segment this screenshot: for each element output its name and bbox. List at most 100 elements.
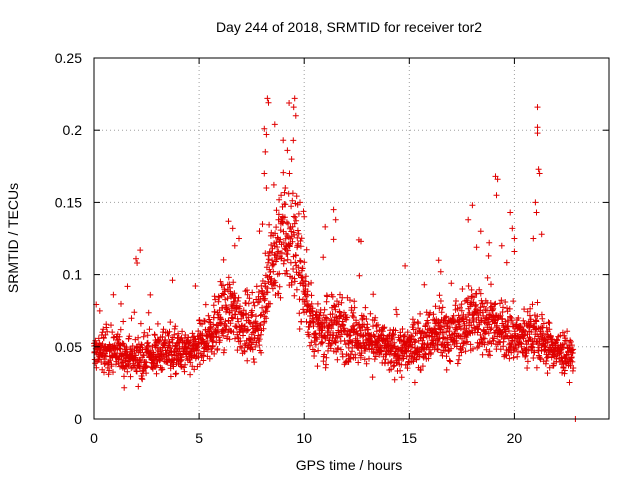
data-point xyxy=(451,330,458,337)
data-point xyxy=(142,364,149,371)
data-point xyxy=(381,324,388,331)
data-point xyxy=(503,259,510,266)
data-point xyxy=(247,336,254,343)
data-point xyxy=(467,341,474,348)
data-point xyxy=(515,348,521,355)
data-point xyxy=(154,320,161,327)
data-point xyxy=(349,339,356,346)
data-point xyxy=(331,303,338,310)
data-point xyxy=(230,314,236,321)
data-point xyxy=(106,367,113,374)
data-point xyxy=(285,220,292,227)
data-point xyxy=(182,361,189,368)
data-point xyxy=(510,298,517,305)
data-point xyxy=(151,332,158,339)
data-point xyxy=(545,319,552,326)
data-point xyxy=(371,356,378,363)
data-point xyxy=(286,100,293,106)
data-point xyxy=(456,332,462,339)
data-point xyxy=(505,348,512,355)
data-point xyxy=(536,355,543,362)
data-point xyxy=(296,310,303,317)
data-point xyxy=(256,228,263,235)
data-point xyxy=(477,290,484,297)
data-point xyxy=(144,332,151,339)
data-point xyxy=(360,313,367,320)
data-point xyxy=(459,286,466,292)
data-point xyxy=(554,337,561,343)
data-point xyxy=(524,358,531,365)
data-point xyxy=(261,280,268,287)
data-point xyxy=(544,370,551,377)
data-point xyxy=(103,324,110,331)
data-point xyxy=(347,297,353,304)
data-point xyxy=(540,320,547,327)
data-point xyxy=(564,328,571,335)
data-point xyxy=(334,356,341,363)
data-point xyxy=(328,325,335,332)
data-point xyxy=(543,358,550,364)
data-point xyxy=(362,304,369,311)
data-point xyxy=(506,328,512,334)
data-point xyxy=(125,360,132,367)
data-point xyxy=(243,311,250,318)
data-point xyxy=(465,295,471,302)
data-point xyxy=(226,281,233,288)
data-point xyxy=(297,199,303,206)
data-point xyxy=(234,347,241,354)
data-point xyxy=(540,330,547,337)
data-point xyxy=(486,321,493,328)
data-point xyxy=(110,291,117,298)
data-point xyxy=(129,343,136,349)
data-point xyxy=(322,335,329,342)
data-point xyxy=(246,295,253,302)
data-point xyxy=(473,244,480,251)
data-point xyxy=(457,325,464,332)
data-point xyxy=(527,305,534,312)
data-point xyxy=(169,334,176,341)
data-point xyxy=(357,327,364,334)
data-point xyxy=(528,329,535,335)
data-point xyxy=(241,340,248,347)
data-point xyxy=(261,125,268,132)
data-point xyxy=(419,363,426,370)
data-point xyxy=(533,209,540,216)
data-point xyxy=(284,147,291,154)
data-point xyxy=(191,366,198,373)
data-point xyxy=(101,369,107,376)
data-point xyxy=(215,293,222,300)
data-point xyxy=(522,353,529,360)
data-point xyxy=(284,270,291,277)
data-point xyxy=(488,325,495,332)
data-point xyxy=(337,313,344,319)
data-point xyxy=(296,296,303,303)
data-point xyxy=(256,298,263,305)
data-point xyxy=(464,338,471,345)
data-point xyxy=(234,298,241,304)
data-point xyxy=(173,370,180,377)
data-point xyxy=(454,340,460,347)
data-point xyxy=(463,339,469,346)
data-point xyxy=(432,303,439,310)
data-point xyxy=(258,349,265,356)
data-point xyxy=(152,363,159,370)
data-point xyxy=(270,268,277,275)
data-point xyxy=(275,216,282,223)
data-point xyxy=(140,333,147,340)
data-point xyxy=(537,331,544,338)
data-point xyxy=(332,314,338,321)
data-point xyxy=(273,224,280,231)
data-point xyxy=(478,318,484,324)
data-point xyxy=(222,288,228,295)
data-point xyxy=(369,374,376,381)
data-point xyxy=(469,202,476,209)
data-point xyxy=(141,329,148,336)
data-point xyxy=(292,259,299,266)
data-point xyxy=(241,348,248,355)
data-point xyxy=(171,331,178,338)
data-point xyxy=(329,311,336,317)
data-point xyxy=(214,345,221,352)
y-tick-label: 0.15 xyxy=(55,194,82,210)
data-point xyxy=(513,345,520,351)
data-point xyxy=(167,319,174,326)
